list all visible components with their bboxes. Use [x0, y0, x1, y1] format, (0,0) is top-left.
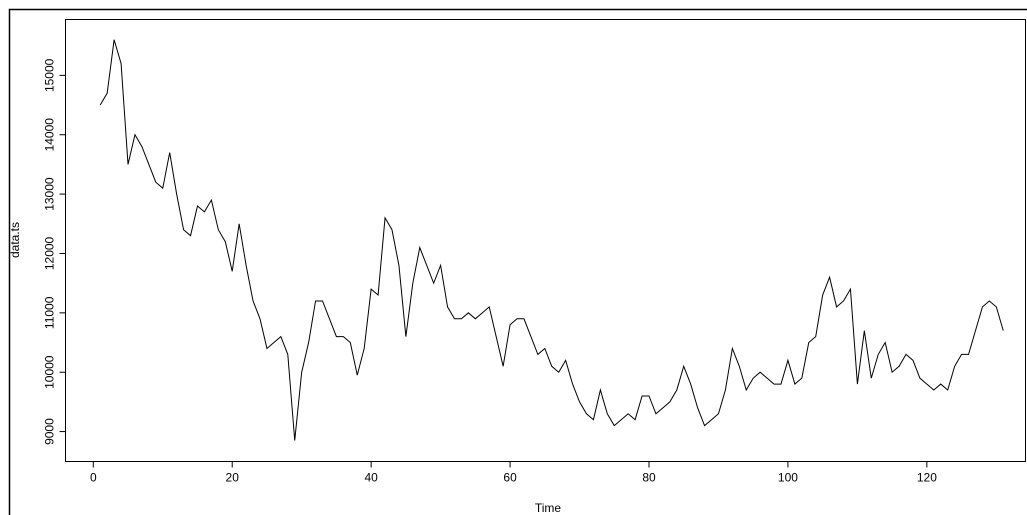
y-tick-label: 13000 — [43, 177, 57, 211]
line-series — [99, 39, 1004, 441]
x-tick-label: 80 — [642, 471, 656, 485]
x-tick-label: 100 — [778, 471, 798, 485]
x-tick-label: 120 — [917, 471, 937, 485]
y-tick-label: 12000 — [43, 236, 57, 270]
y-axis-label: data.ts — [8, 222, 22, 258]
y-tick-label: 10000 — [43, 355, 57, 389]
x-tick-label: 0 — [90, 471, 97, 485]
x-axis-label: Time — [535, 501, 562, 515]
frame — [8, 8, 1027, 515]
y-tick-label: 11000 — [43, 296, 57, 329]
plot-box — [65, 19, 1026, 462]
y-tick-label: 15000 — [43, 58, 57, 92]
y-tick-label: 14000 — [43, 118, 57, 152]
y-tick-label: 9000 — [43, 418, 57, 445]
x-tick-label: 20 — [226, 471, 240, 485]
x-tick-label: 40 — [364, 471, 378, 485]
x-tick-label: 60 — [503, 471, 517, 485]
